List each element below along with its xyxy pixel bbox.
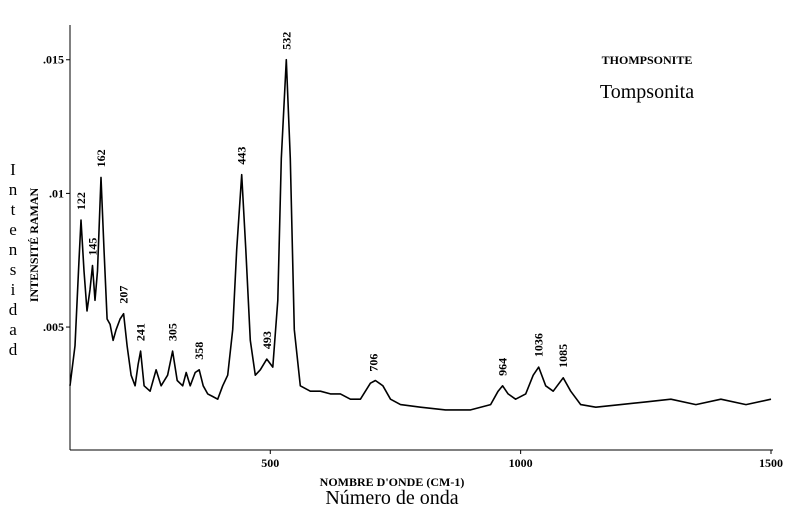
peak-label: 532 bbox=[279, 32, 293, 50]
peak-label: 964 bbox=[496, 358, 510, 376]
chart-title: THOMPSONITE bbox=[602, 53, 693, 67]
chart-subtitle: Tompsonita bbox=[600, 81, 694, 103]
peak-label: 443 bbox=[235, 147, 249, 165]
peak-label: 1085 bbox=[556, 344, 570, 368]
peak-label: 241 bbox=[134, 323, 148, 341]
peak-label: 305 bbox=[166, 323, 180, 341]
y-tick-label: .01 bbox=[49, 186, 64, 200]
y-tick-label: .015 bbox=[43, 53, 64, 67]
peak-label: 493 bbox=[260, 331, 274, 349]
x-tick-label: 1500 bbox=[759, 456, 783, 470]
peak-label: 207 bbox=[117, 286, 131, 304]
y-axis-label: INTENSITÉ RAMAN bbox=[27, 187, 41, 302]
peak-label: 145 bbox=[86, 238, 100, 256]
peak-label: 358 bbox=[192, 342, 206, 360]
x-tick-label: 1000 bbox=[509, 456, 533, 470]
peak-label: 122 bbox=[74, 192, 88, 210]
x-axis-label-translation: Número de onda bbox=[325, 487, 458, 507]
peak-label: 162 bbox=[94, 149, 108, 167]
peak-label: 1036 bbox=[532, 333, 546, 357]
y-axis-label-translation: Intensidad bbox=[4, 160, 23, 360]
x-tick-label: 500 bbox=[261, 456, 279, 470]
spectrum-line bbox=[69, 58, 772, 411]
y-tick-label: .005 bbox=[43, 320, 64, 334]
peak-label: 706 bbox=[366, 354, 380, 372]
x-axis-label: NOMBRE D'ONDE (CM-1) bbox=[320, 475, 465, 489]
